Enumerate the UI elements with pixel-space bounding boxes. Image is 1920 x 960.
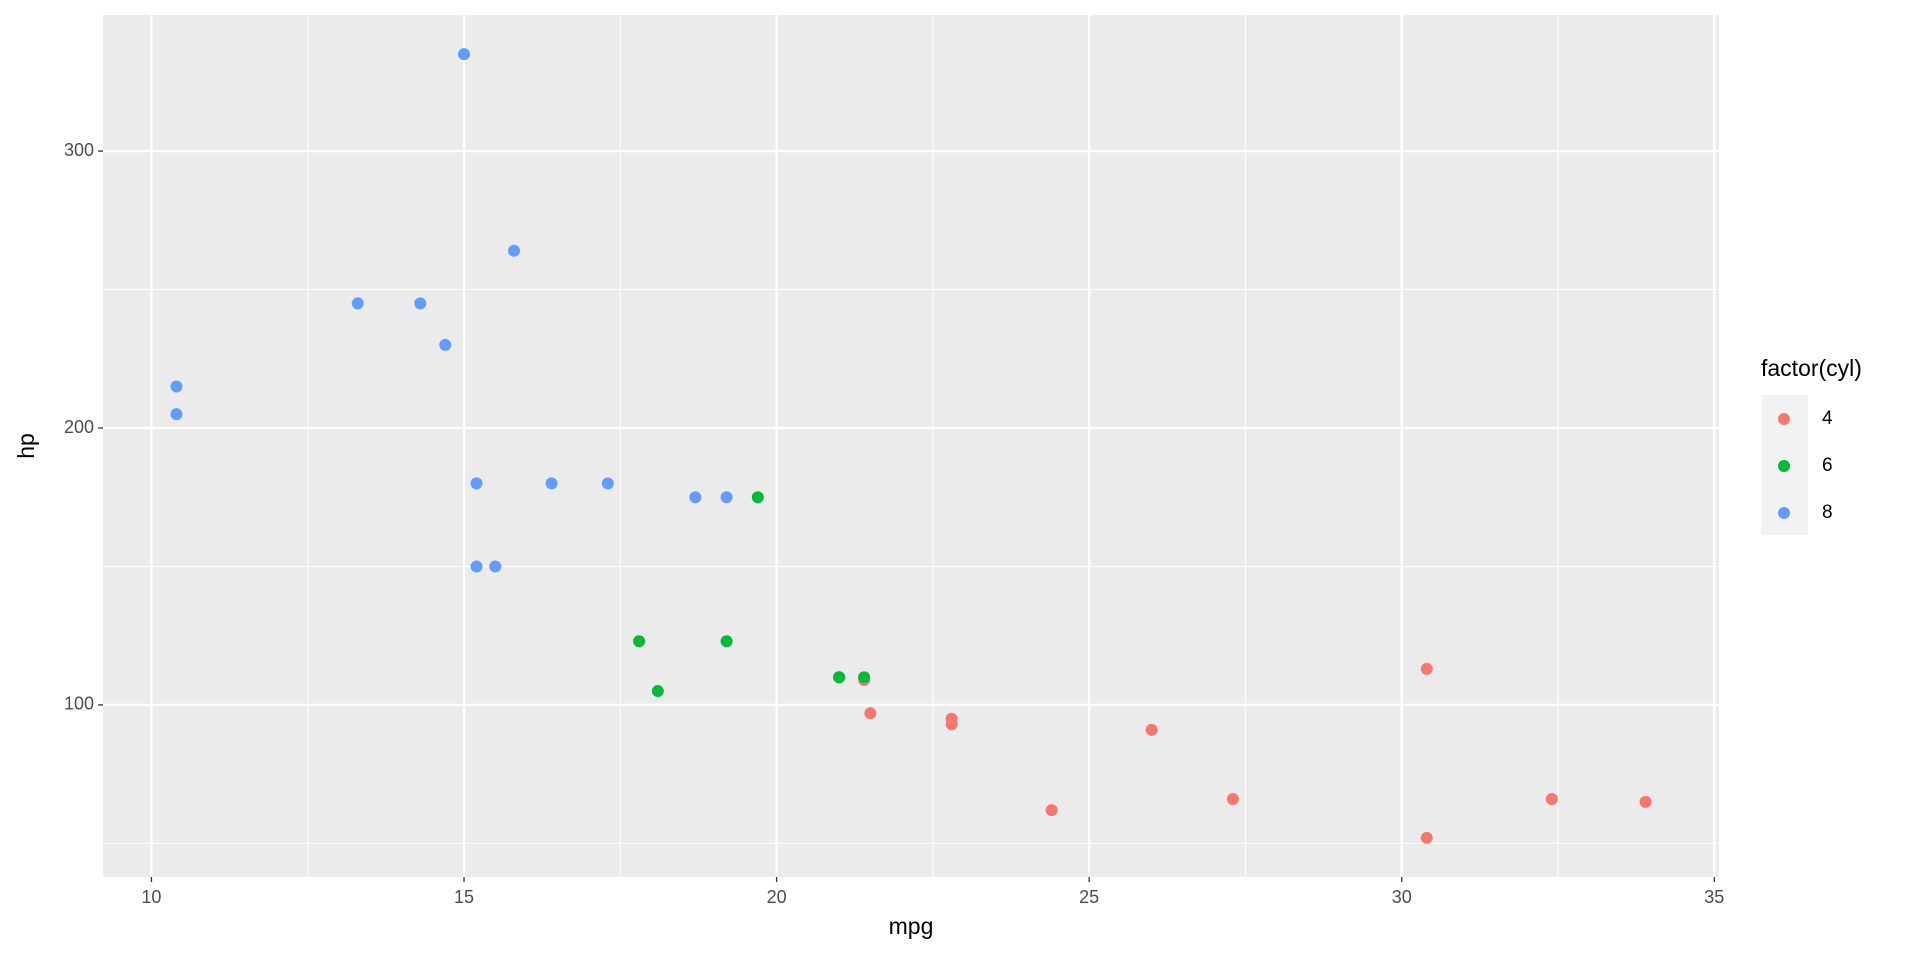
point	[1045, 804, 1058, 817]
point	[545, 477, 558, 490]
x-tick-label: 30	[1392, 887, 1412, 907]
point	[170, 380, 183, 393]
point	[858, 671, 871, 684]
legend-key	[1778, 460, 1790, 472]
legend-label: 6	[1822, 455, 1833, 476]
y-tick-label: 300	[64, 140, 94, 160]
legend-key	[1778, 507, 1790, 519]
y-tick-label: 100	[64, 694, 94, 714]
x-tick-label: 10	[141, 887, 161, 907]
point	[1545, 793, 1558, 806]
point	[1420, 831, 1433, 844]
y-axis-title: hp	[13, 433, 39, 459]
point	[833, 671, 846, 684]
point	[470, 560, 483, 573]
x-tick-label: 15	[454, 887, 474, 907]
point	[508, 244, 521, 257]
point	[351, 297, 364, 310]
legend-label: 8	[1822, 502, 1833, 523]
legend-key	[1778, 413, 1790, 425]
point	[651, 685, 664, 698]
point	[720, 491, 733, 504]
point	[439, 338, 452, 351]
point	[489, 560, 502, 573]
point	[601, 477, 614, 490]
y-tick-label: 200	[64, 417, 94, 437]
point	[945, 712, 958, 725]
point	[689, 491, 702, 504]
point	[751, 491, 764, 504]
point	[414, 297, 427, 310]
point	[470, 477, 483, 490]
panel	[103, 15, 1719, 877]
point	[1639, 795, 1652, 808]
point	[1226, 793, 1239, 806]
point	[170, 408, 183, 421]
legend-title: factor(cyl)	[1761, 355, 1862, 381]
x-tick-label: 25	[1079, 887, 1099, 907]
legend-label: 4	[1822, 408, 1833, 429]
x-tick-label: 35	[1704, 887, 1724, 907]
point	[458, 48, 471, 61]
x-tick-label: 20	[767, 887, 787, 907]
point	[864, 707, 877, 720]
x-axis-title: mpg	[889, 913, 934, 939]
point	[633, 635, 646, 648]
point	[1420, 662, 1433, 675]
grid	[103, 15, 1719, 877]
point	[1145, 723, 1158, 736]
point	[720, 635, 733, 648]
